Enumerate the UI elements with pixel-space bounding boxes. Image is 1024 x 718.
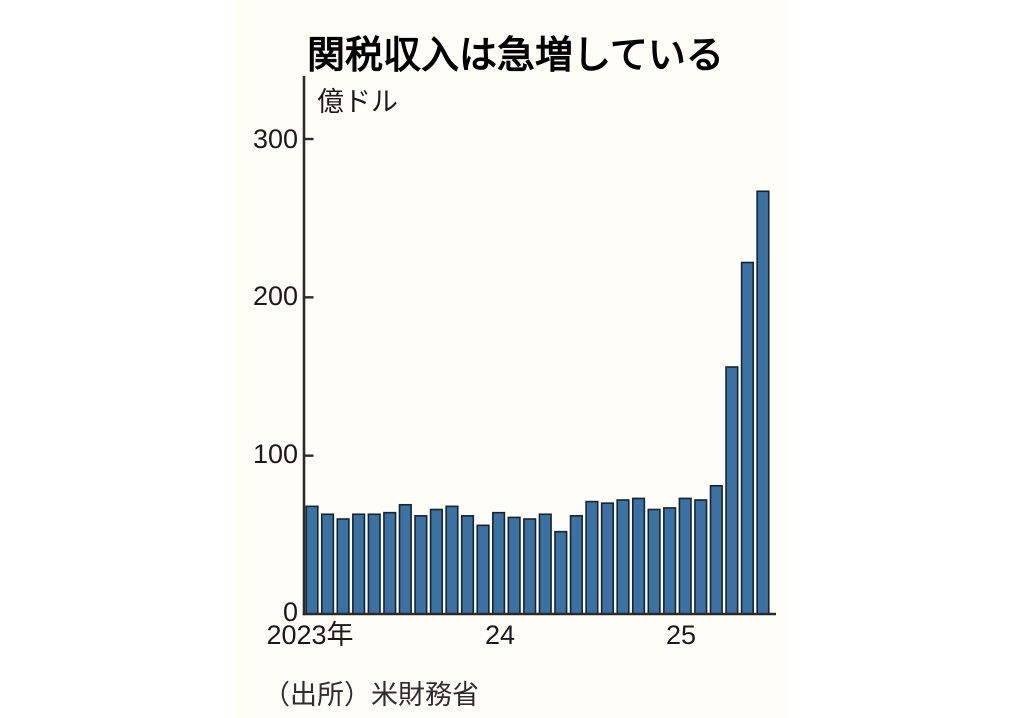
bar-2023-01 <box>305 505 319 615</box>
x-tick-label-2023: 2023年 <box>266 620 354 650</box>
y-tick-label-100: 100 <box>252 439 298 469</box>
y-axis-unit-label: 億ドル <box>317 87 398 117</box>
bar-2024-11 <box>647 508 661 615</box>
bar-2023-03 <box>336 518 350 615</box>
bar-2023-10 <box>445 505 459 615</box>
bar-2023-12 <box>476 524 490 615</box>
y-tick-label-0: 0 <box>282 597 298 627</box>
source-note: （出所）米財務省 <box>263 680 479 710</box>
bar-2024-08 <box>600 502 615 615</box>
bar-2025-03 <box>709 484 723 615</box>
bar-2024-07 <box>585 500 599 615</box>
bar-2024-09 <box>616 499 630 615</box>
bar-2024-04 <box>538 513 552 615</box>
bar-2024-01 <box>491 511 506 615</box>
bar-2023-04 <box>352 513 366 615</box>
bar-2024-05 <box>554 530 568 615</box>
chart-title: 関税収入は急増している <box>307 35 724 77</box>
bar-2024-10 <box>631 497 646 615</box>
bar-2025-01 <box>678 497 692 615</box>
bar-2025-04 <box>725 366 739 615</box>
bar-2023-05 <box>367 513 381 615</box>
bar-2023-06 <box>383 511 397 615</box>
x-tick-label-24: 24 <box>484 620 516 650</box>
bar-2024-02 <box>507 516 521 615</box>
bar-2024-12 <box>663 507 677 615</box>
y-tick-label-300: 300 <box>252 124 298 154</box>
bar-2025-02 <box>694 499 708 615</box>
bar-2024-03 <box>523 518 537 615</box>
x-tick-label-25: 25 <box>665 620 697 650</box>
bar-2023-02 <box>320 513 335 615</box>
bar-2023-07 <box>398 503 412 615</box>
bar-2025-06 <box>756 190 770 615</box>
bar-2023-09 <box>429 508 444 615</box>
bar-2025-05 <box>740 261 754 615</box>
bar-2023-08 <box>414 515 428 615</box>
bar-2023-11 <box>460 515 475 615</box>
y-tick-label-200: 200 <box>252 281 298 311</box>
bar-2024-06 <box>569 515 583 615</box>
